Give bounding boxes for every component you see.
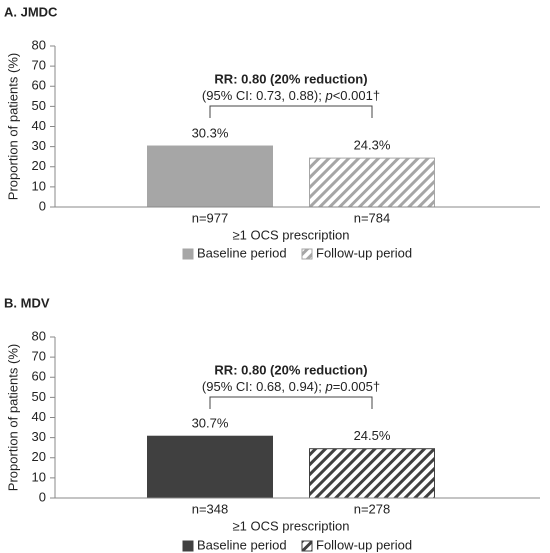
annotation-heading: RR: 0.80 (20% reduction) xyxy=(214,71,367,86)
y-tick-label: 70 xyxy=(32,349,46,364)
annotation-part: (95% CI: 0.73, 0.88); xyxy=(202,88,326,103)
bar xyxy=(309,157,435,208)
y-tick-label: 50 xyxy=(32,98,46,113)
x-category-label: ≥1 OCS prescription xyxy=(233,518,350,533)
y-tick-label: 10 xyxy=(32,178,46,193)
y-tick-label: 60 xyxy=(32,78,46,93)
annotation-detail: (95% CI: 0.73, 0.88); p<0.001† xyxy=(202,88,380,103)
y-tick-label: 40 xyxy=(32,409,46,424)
legend-label: Follow-up period xyxy=(316,245,412,260)
y-tick-label: 20 xyxy=(32,158,46,173)
y-tick-label: 40 xyxy=(32,118,46,133)
legend-label: Baseline period xyxy=(197,537,287,552)
legend-swatch xyxy=(182,540,194,552)
value-label: 24.5% xyxy=(354,428,391,443)
y-tick-label: 50 xyxy=(32,389,46,404)
y-tick-label: 10 xyxy=(32,469,46,484)
y-tick-label: 0 xyxy=(39,198,46,213)
bar xyxy=(147,435,273,499)
chart-title: A. JMDC xyxy=(4,4,58,19)
n-label: n=348 xyxy=(192,501,229,516)
legend-label: Baseline period xyxy=(197,245,287,260)
legend-swatch xyxy=(301,248,313,260)
y-tick-label: 30 xyxy=(32,138,46,153)
chart-title: B. MDV xyxy=(4,295,50,310)
legend-swatch xyxy=(301,540,313,552)
y-tick-label: 30 xyxy=(32,429,46,444)
value-label: 24.3% xyxy=(354,138,391,153)
y-tick-label: 60 xyxy=(32,369,46,384)
annotation-part: =0.005† xyxy=(333,379,380,394)
y-tick-label: 20 xyxy=(32,449,46,464)
value-label: 30.7% xyxy=(192,416,229,431)
annotation-detail: (95% CI: 0.68, 0.94); p=0.005† xyxy=(202,379,380,394)
y-tick-label: 0 xyxy=(39,489,46,504)
x-category-label: ≥1 OCS prescription xyxy=(233,227,350,242)
bar xyxy=(147,145,273,208)
n-label: n=977 xyxy=(192,210,229,225)
annotation-part: (95% CI: 0.68, 0.94); xyxy=(202,379,326,394)
bracket xyxy=(209,105,373,118)
value-label: 30.3% xyxy=(192,125,229,140)
n-label: n=784 xyxy=(354,210,391,225)
legend-swatch xyxy=(182,248,194,260)
annotation-part: p xyxy=(324,88,332,103)
y-axis-label: Proportion of patients (%) xyxy=(5,53,20,200)
annotation-heading: RR: 0.80 (20% reduction) xyxy=(214,362,367,377)
y-tick-label: 70 xyxy=(32,58,46,73)
annotation-part: <0.001† xyxy=(333,88,380,103)
annotation-part: p xyxy=(324,379,332,394)
y-axis-label: Proportion of patients (%) xyxy=(5,344,20,491)
n-label: n=278 xyxy=(354,501,391,516)
y-tick-label: 80 xyxy=(32,37,46,52)
y-tick-label: 80 xyxy=(32,328,46,343)
bar xyxy=(309,448,435,499)
legend-label: Follow-up period xyxy=(316,537,412,552)
bracket xyxy=(209,396,373,409)
